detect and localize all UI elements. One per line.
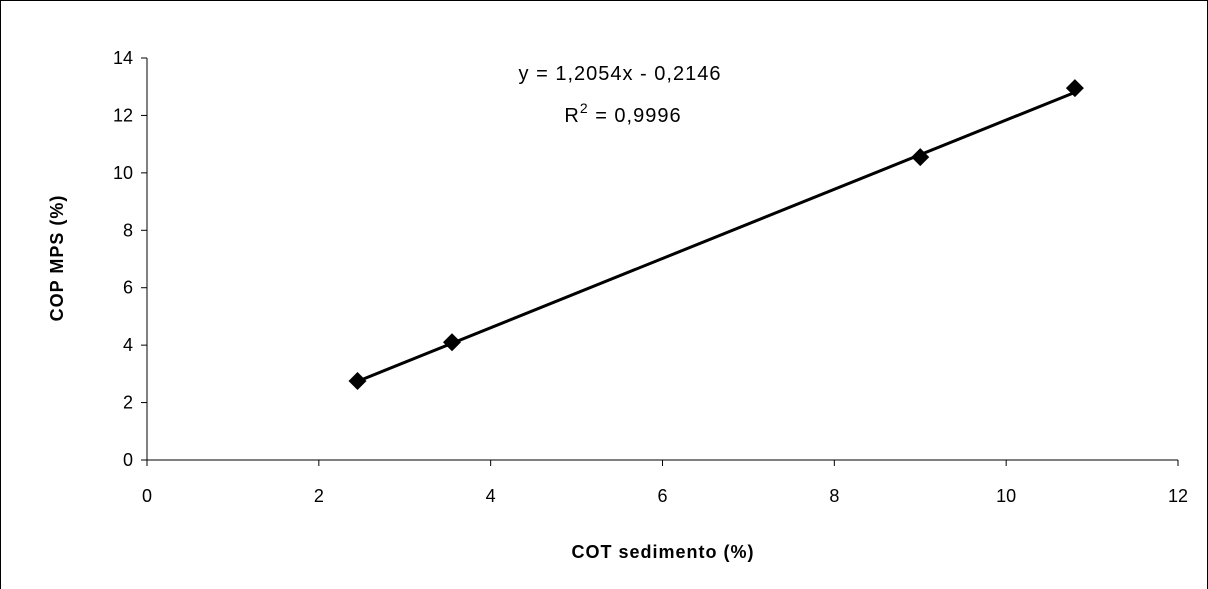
x-tick-label: 6 [657, 486, 667, 506]
x-tick-label: 8 [829, 486, 839, 506]
data-point-marker [1065, 79, 1084, 98]
data-point-marker [348, 372, 367, 391]
r-squared-prefix: R [564, 105, 579, 127]
y-tick-label: 4 [123, 335, 133, 355]
x-tick-label: 0 [142, 486, 152, 506]
y-tick-label: 10 [113, 163, 133, 183]
data-points [348, 79, 1084, 391]
y-tick-label: 6 [123, 278, 133, 298]
trendline-group [356, 90, 1076, 383]
data-point-marker [443, 333, 462, 352]
r-squared-value: = 0,9996 [589, 105, 682, 127]
y-ticks: 0 2 4 6 8 10 12 14 [113, 48, 147, 470]
data-point-marker [911, 148, 930, 167]
x-tick-label: 10 [996, 486, 1016, 506]
trendline [356, 90, 1076, 383]
r-squared-label: R2 = 0,9996 [564, 100, 681, 127]
trendline-equation: y = 1,2054x - 0,2146 [519, 63, 722, 85]
x-axis-title: COT sedimento (%) [571, 542, 754, 562]
y-tick-label: 14 [113, 48, 133, 68]
x-tick-label: 4 [486, 486, 496, 506]
y-axis-title: COP MPS (%) [47, 195, 67, 322]
r-squared-exponent: 2 [580, 100, 589, 116]
y-tick-label: 0 [123, 450, 133, 470]
x-tick-label: 2 [314, 486, 324, 506]
x-tick-label: 12 [1168, 486, 1188, 506]
y-tick-label: 8 [123, 220, 133, 240]
y-tick-label: 12 [113, 105, 133, 125]
y-tick-label: 2 [123, 393, 133, 413]
x-ticks: 0 2 4 6 8 10 12 [142, 460, 1188, 506]
